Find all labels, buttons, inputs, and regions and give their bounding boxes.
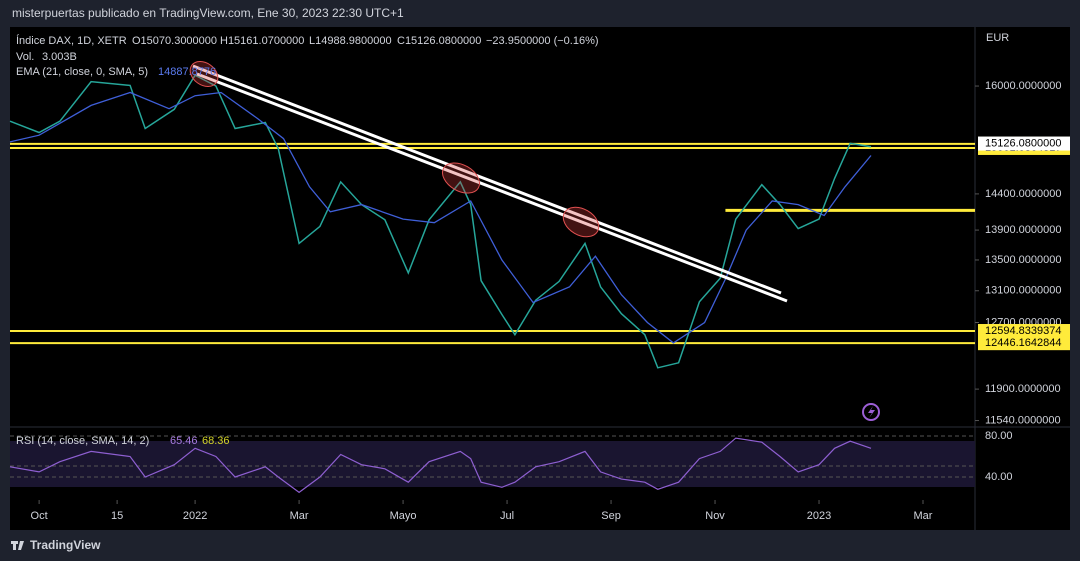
price-label-box [978, 136, 1070, 151]
ema-name: EMA (21, close, 0, SMA, 5) [16, 66, 148, 78]
rsi-tick-label: 80.00 [985, 430, 1013, 442]
trend-line [196, 72, 788, 303]
ohlc-close: C15126.0800000 [397, 35, 481, 47]
x-tick-label: Jul [500, 510, 514, 522]
ohlc-open: O15070.3000000 [132, 35, 217, 47]
level-label-box [978, 336, 1070, 351]
x-tick-label: Sep [601, 510, 621, 522]
level-label: 12594.8339374 [985, 325, 1061, 337]
x-tick-label: Mar [290, 510, 309, 522]
y-tick-label: 13500.0000000 [985, 254, 1061, 266]
x-tick-label: Oct [31, 510, 48, 522]
logo-icon [11, 541, 24, 550]
x-tick-label: 2023 [807, 510, 831, 522]
rsi-value: 65.46 [170, 435, 198, 447]
y-tick-label: 16000.0000000 [985, 80, 1061, 92]
y-tick-label: 13100.0000000 [985, 285, 1061, 297]
price-label: 15126.0800000 [985, 137, 1061, 149]
x-tick-label: Mayo [390, 510, 417, 522]
rsi-band [10, 441, 975, 487]
rsi-tick-label: 40.00 [985, 471, 1013, 483]
ohlc-high: H15161.0700000 [220, 35, 304, 47]
y-tick-label: 14400.0000000 [985, 188, 1061, 200]
x-tick-label: 2022 [183, 510, 207, 522]
footer-logo: TradingView [30, 538, 101, 552]
currency: EUR [986, 32, 1009, 44]
chart-pane [10, 27, 975, 500]
x-tick-label: Mar [914, 510, 933, 522]
highlight [442, 162, 480, 194]
time-axis [10, 500, 1070, 530]
vol-name: Vol. [16, 51, 34, 63]
level-label: 12446.1642844 [985, 337, 1061, 349]
highlight [189, 61, 219, 87]
ema-line [9, 91, 872, 344]
ohlc-low: L14988.9800000 [309, 35, 392, 47]
rsi-name: RSI (14, close, SMA, 14, 2) [16, 435, 149, 447]
x-tick-label: 15 [111, 510, 123, 522]
trend-line [192, 64, 782, 295]
symbol: Índice DAX, 1D, XETR [16, 34, 127, 47]
rsi-line [9, 437, 872, 494]
y-tick-label: 13900.0000000 [985, 224, 1061, 236]
level-label-box [978, 324, 1070, 339]
y-tick-label: 11900.0000000 [985, 383, 1061, 395]
price-line [9, 74, 872, 369]
y-tick-label: 11540.0000000 [985, 414, 1061, 426]
x-tick-label: Nov [705, 510, 725, 522]
ema-value: 14887.8776 [158, 66, 216, 78]
alert-bolt [868, 406, 875, 418]
rsi-ma-value: 68.36 [202, 435, 230, 447]
vol-value: 3.003B [42, 51, 77, 63]
price-axis [975, 27, 1070, 500]
ohlc-change: −23.9500000 (−0.16%) [486, 35, 599, 47]
highlight [562, 206, 600, 238]
alert-icon[interactable] [862, 403, 880, 421]
header: misterpuertas publicado en TradingView.c… [12, 6, 404, 20]
